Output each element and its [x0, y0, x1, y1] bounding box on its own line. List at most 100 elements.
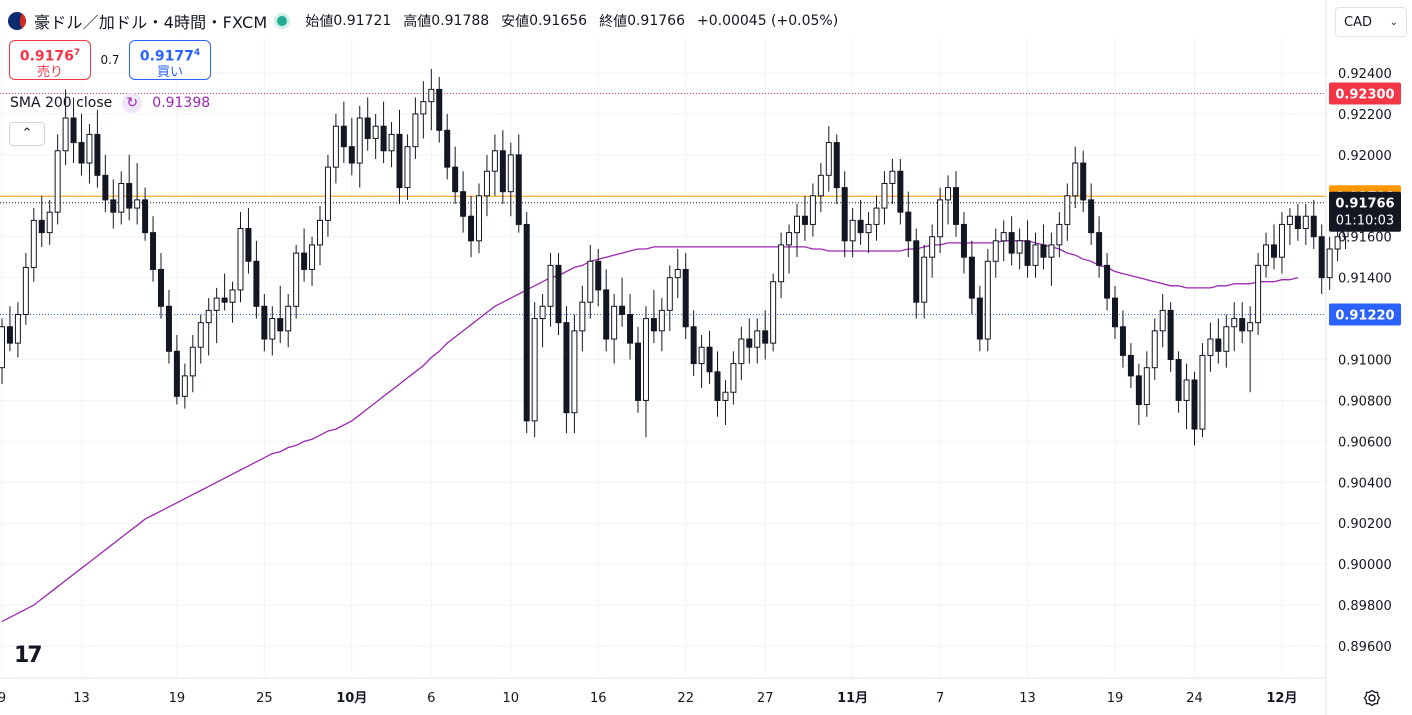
candle-body-up	[189, 346, 196, 377]
candle-body-down	[619, 305, 626, 315]
candle-body-down	[515, 154, 522, 225]
candle	[929, 224, 936, 278]
candle-body-up	[873, 207, 880, 225]
candle	[571, 314, 578, 434]
high-value: 0.91788	[431, 13, 490, 29]
candle	[531, 302, 538, 438]
candle-body-up	[388, 133, 395, 152]
candle-body-up	[674, 268, 681, 279]
candle-body-up	[0, 326, 5, 369]
candle	[905, 191, 912, 258]
candle-body-up	[722, 391, 729, 401]
candle	[380, 101, 387, 164]
candle-body-up	[642, 318, 649, 401]
candle-body-down	[1191, 379, 1198, 430]
candle-body-up	[1247, 322, 1254, 332]
candle-body-up	[1072, 162, 1079, 197]
candle	[642, 306, 649, 438]
y-tick-label: 0.90400	[1338, 476, 1392, 491]
candle-body-up	[1159, 309, 1166, 332]
candle	[1223, 314, 1230, 368]
candle	[468, 195, 475, 258]
candle	[595, 248, 602, 307]
candle	[165, 289, 172, 364]
candle-body-up	[118, 183, 125, 213]
candle	[1032, 232, 1039, 278]
x-tick-label: 13	[1019, 691, 1036, 706]
candle-body-down	[380, 125, 387, 152]
candle	[825, 126, 832, 192]
candle	[6, 306, 13, 352]
currency-selector[interactable]: CAD ⌄	[1335, 7, 1407, 37]
candle-body-down	[976, 297, 983, 340]
candle	[428, 68, 435, 131]
candle	[388, 122, 395, 168]
candle-body-down	[142, 199, 149, 234]
candle	[539, 294, 546, 348]
tradingview-logo-icon[interactable]: 17	[14, 643, 43, 668]
close-label: 終値	[599, 14, 628, 30]
candle-body-up	[539, 305, 546, 320]
candle	[356, 105, 363, 188]
sma-line-layer	[1, 240, 1299, 622]
candle-body-down	[1310, 215, 1317, 238]
settings-gear-icon[interactable]	[1362, 688, 1382, 708]
candle	[873, 195, 880, 241]
candle-body-up	[794, 215, 800, 234]
candle	[1088, 183, 1095, 245]
x-tick-label: 12月	[1266, 691, 1297, 706]
candle	[849, 208, 856, 258]
candle-body-down	[94, 133, 101, 176]
sell-button[interactable]: 0.91767 売り	[9, 40, 91, 80]
candle	[1064, 183, 1071, 241]
candle	[1199, 343, 1206, 438]
candle	[690, 310, 697, 376]
candle	[666, 265, 673, 331]
candle	[627, 294, 634, 360]
candle	[547, 253, 554, 327]
candle-body-down	[221, 297, 228, 303]
candle-body-down	[1271, 244, 1277, 258]
candle-body-up	[46, 211, 53, 234]
candle-body-up	[770, 281, 777, 344]
candle	[293, 244, 300, 319]
candle-body-up	[412, 113, 419, 148]
candle	[937, 187, 944, 254]
collapse-legend-button[interactable]: ⌃	[9, 122, 45, 146]
candle	[921, 244, 928, 319]
candle-body-up	[1143, 367, 1150, 406]
candle-body-down	[1294, 215, 1301, 230]
candle	[253, 240, 260, 319]
candle	[476, 183, 482, 254]
indicator-legend[interactable]: SMA 200 close ↻ 0.91398	[10, 93, 210, 113]
candle	[1294, 203, 1301, 241]
close-value: 0.91766	[627, 13, 685, 29]
candle	[420, 81, 427, 139]
time-axis[interactable]: 9 13 19 25 10月 6 10 16 22 27 11月 7 13 19 24 12月	[0, 691, 1297, 706]
buy-button[interactable]: 0.91774 買い	[129, 40, 211, 80]
candle	[261, 294, 268, 352]
x-tick-label: 24	[1186, 691, 1203, 706]
candle	[126, 154, 133, 221]
candle-body-down	[1008, 232, 1015, 254]
candle-body-up	[1286, 215, 1293, 225]
price-level-tag	[1329, 303, 1401, 326]
candle-body-down	[1175, 359, 1182, 401]
candle-body-up	[611, 305, 618, 340]
indicator-label[interactable]: SMA 200 close	[10, 95, 113, 111]
candle	[245, 208, 252, 274]
candle-body-up	[213, 297, 220, 311]
currency-label: CAD	[1344, 14, 1372, 30]
symbol-title[interactable]: 豪ドル／加ドル・4時間・FXCM	[34, 13, 268, 32]
x-tick-label: 6	[427, 691, 435, 706]
candle	[181, 363, 188, 409]
candle-body-up	[324, 166, 331, 221]
candle-body-down	[746, 338, 753, 348]
candle-body-down	[913, 240, 920, 303]
candle-body-down	[603, 289, 610, 340]
price-axis[interactable]: 0.89600 0.89800 0.90000 0.90200 0.90400 0.906…	[1329, 67, 1401, 655]
last-price-tag	[1329, 191, 1401, 232]
candle	[78, 113, 85, 176]
candle-body-down	[38, 219, 45, 234]
